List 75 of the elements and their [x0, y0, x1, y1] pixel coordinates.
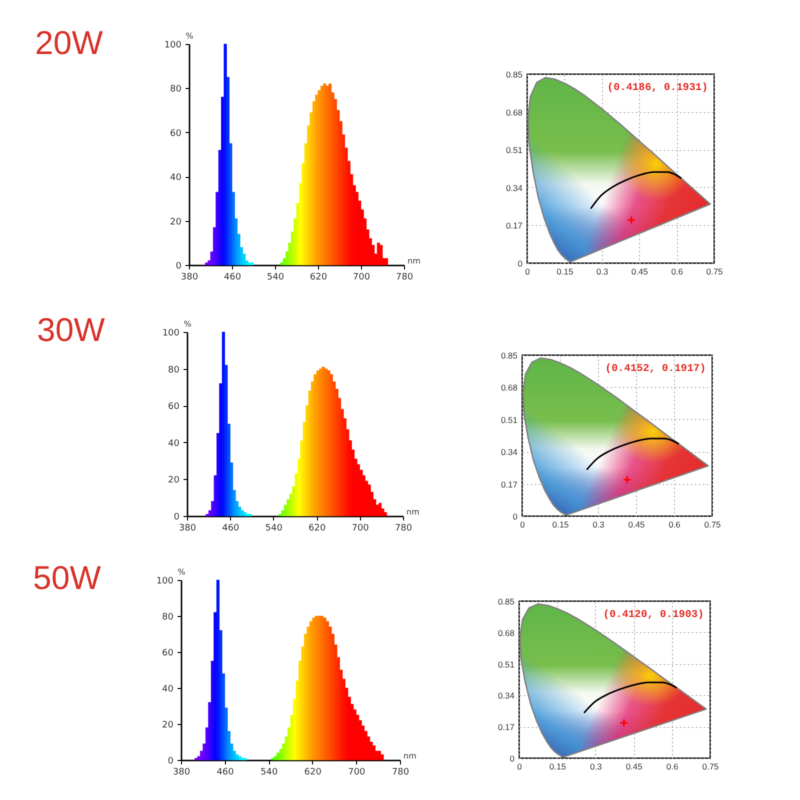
annotation: (0.4186, 0.1931) — [607, 82, 708, 94]
y-tick-label: 100 — [156, 576, 174, 586]
x-tick-label: 460 — [224, 272, 242, 282]
x-tick-label: 780 — [396, 272, 414, 282]
chart-title: 50W — [33, 559, 102, 596]
y-tick-label: 0.34 — [506, 182, 523, 193]
x-tick-label: 380 — [172, 768, 190, 778]
x-tick-label: 780 — [392, 768, 410, 778]
x-tick-label: 460 — [216, 768, 234, 778]
x-tick-label: 540 — [265, 524, 283, 534]
x-tick-label: 540 — [260, 768, 278, 778]
y-tick-label: 0.51 — [506, 145, 523, 156]
annotation: (0.4120, 0.1903) — [603, 609, 704, 621]
y-tick-label: 0.68 — [506, 107, 523, 118]
x-tick-label: 0.45 — [628, 520, 646, 530]
y-tick-label: 0.51 — [498, 659, 515, 670]
y-tick-label: 20 — [168, 476, 180, 486]
x-tick-label: 700 — [352, 272, 370, 282]
x-tick-label: 0.6 — [666, 762, 678, 772]
x-tick-label: 0.3 — [592, 520, 605, 530]
y-tick-label: 20 — [162, 720, 174, 730]
x-tick-label: 0.75 — [706, 266, 724, 276]
y-tick-label: 0.17 — [506, 220, 523, 231]
y-tick-label: 0.51 — [500, 414, 518, 425]
y-tick-label: 0.85 — [498, 596, 515, 606]
x-tick-label: 0 — [525, 266, 530, 276]
x-tick-label: 0.6 — [671, 266, 684, 276]
y-tick-label: 0.17 — [500, 479, 518, 490]
y-tick-label: 80 — [162, 612, 174, 622]
x-tick-label: 620 — [304, 768, 322, 778]
x-tick-label: 0.15 — [549, 762, 566, 772]
y-tick-label: 0 — [174, 512, 180, 522]
y-tick-label: 0 — [512, 512, 518, 522]
x-tick-label: 0.75 — [704, 520, 722, 530]
x-tick-label: 620 — [310, 272, 328, 282]
line-series — [590, 171, 682, 209]
line-series — [586, 438, 680, 470]
y-tick-label: 60 — [168, 402, 180, 412]
x-tick-label: 0.6 — [668, 520, 681, 530]
y-tick-label: 0.85 — [506, 70, 523, 80]
x-tick-label: 380 — [178, 524, 196, 534]
x-tick-label: 620 — [308, 524, 326, 534]
y-tick-label: 0.34 — [498, 690, 515, 701]
chart-title: 30W — [37, 311, 106, 348]
annotation: (0.4152, 0.1917) — [605, 363, 706, 375]
x-axis-title: nm — [404, 752, 417, 760]
x-tick-label: 700 — [352, 524, 370, 534]
x-tick-label: 700 — [348, 768, 366, 778]
y-axis-title: % — [178, 568, 186, 576]
x-tick-label: 0.3 — [596, 266, 608, 276]
y-tick-label: 0 — [510, 754, 515, 764]
y-tick-label: 60 — [162, 648, 174, 658]
x-tick-label: 0.45 — [631, 266, 648, 276]
x-tick-label: 0.45 — [626, 762, 643, 772]
x-tick-label: 540 — [266, 272, 284, 282]
x-tick-label: 0.15 — [552, 520, 570, 530]
y-tick-label: 0 — [518, 258, 523, 268]
y-tick-label: 80 — [168, 365, 180, 376]
x-tick-label: 380 — [180, 272, 198, 282]
x-axis-title: nm — [406, 508, 420, 516]
x-tick-label: 460 — [222, 524, 240, 534]
x-tick-label: 0.15 — [556, 266, 574, 276]
y-tick-label: 0.68 — [500, 382, 518, 393]
y-tick-label: 40 — [168, 438, 180, 449]
x-tick-label: 0.3 — [590, 762, 602, 772]
y-tick-label: 0.17 — [498, 722, 515, 732]
line-series — [584, 682, 677, 714]
y-tick-label: 0.85 — [500, 350, 518, 360]
y-tick-label: 100 — [162, 328, 180, 338]
y-tick-label: 0.34 — [500, 447, 518, 458]
y-axis-title: % — [184, 320, 192, 328]
x-tick-label: 780 — [394, 524, 412, 534]
y-tick-label: 40 — [162, 684, 174, 694]
y-tick-label: 0.68 — [498, 628, 515, 638]
x-tick-label: 0.75 — [702, 762, 720, 772]
